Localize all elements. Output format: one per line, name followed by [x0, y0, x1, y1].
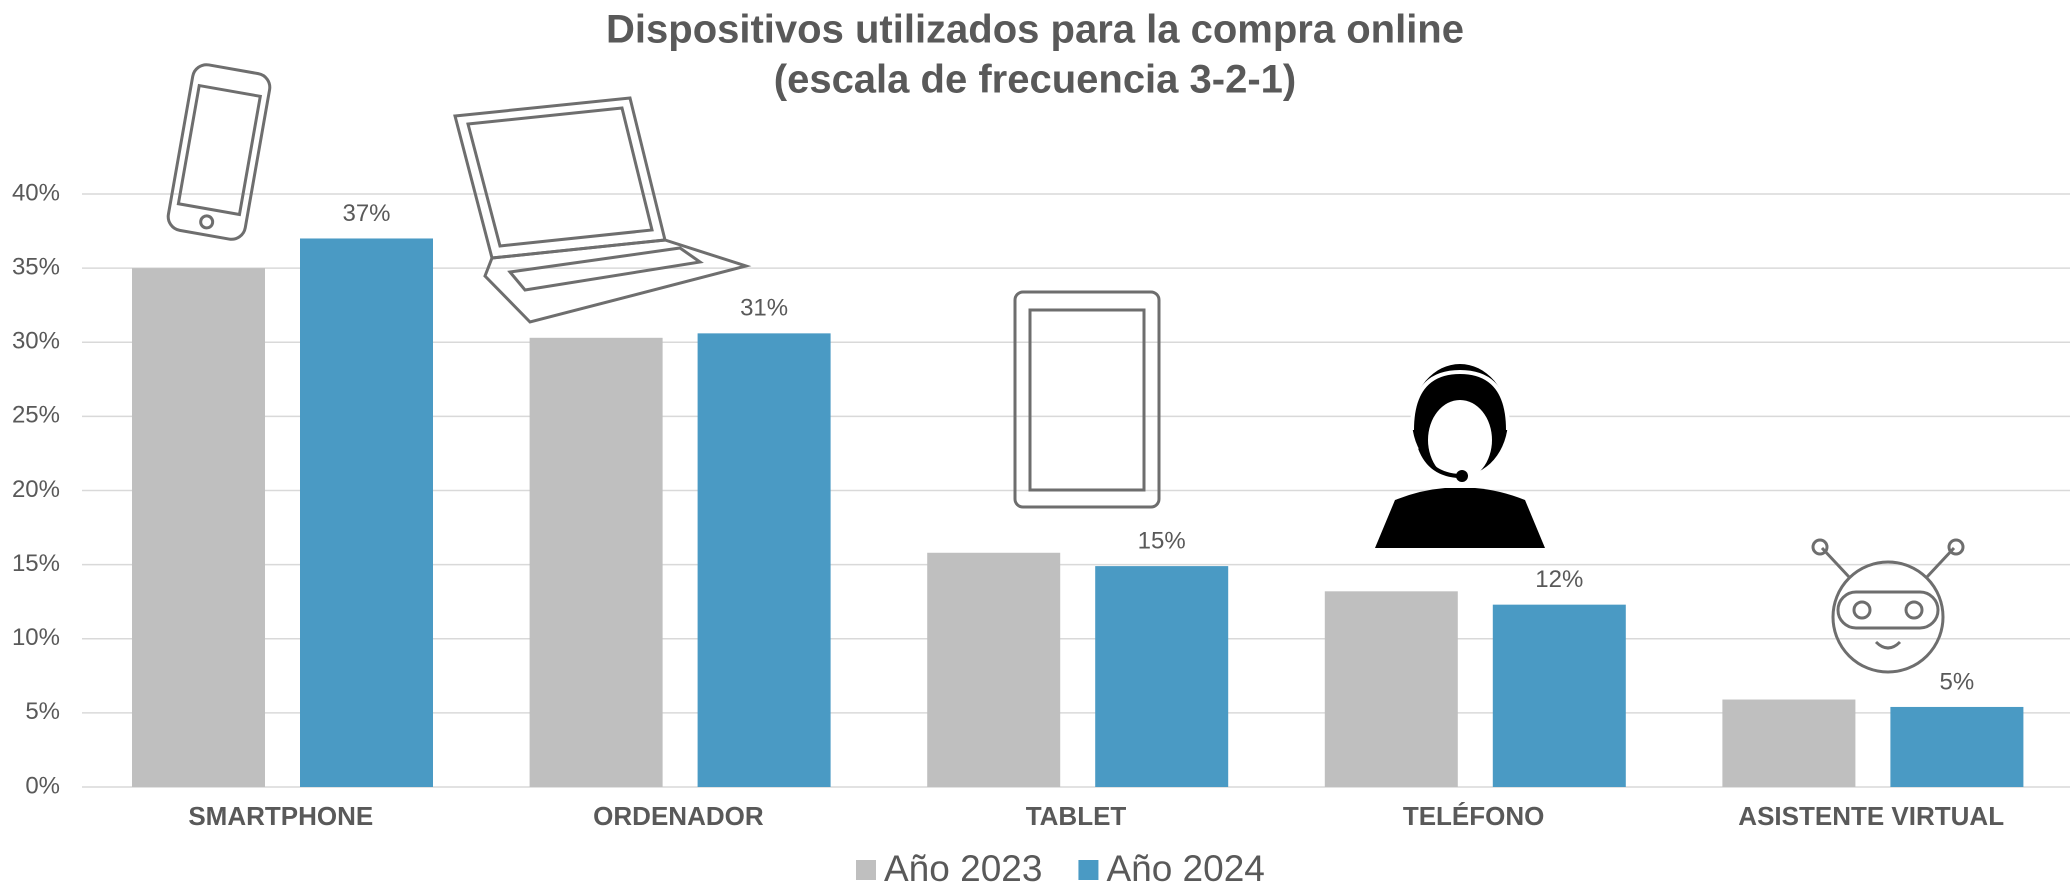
y-tick-label: 35%	[12, 253, 60, 280]
y-tick-label: 25%	[12, 402, 60, 429]
bar	[1492, 604, 1626, 787]
legend-swatch	[856, 860, 876, 880]
smartphone-icon	[166, 63, 272, 241]
legend-label: Año 2024	[1106, 848, 1264, 889]
x-tick-label: SMARTPHONE	[188, 801, 373, 831]
data-label: 12%	[1535, 566, 1583, 593]
tablet-icon	[1013, 290, 1161, 509]
bar	[697, 333, 831, 787]
bar	[300, 238, 433, 788]
robot-icon	[1811, 538, 1965, 674]
data-label: 37%	[342, 200, 390, 227]
bar	[1095, 566, 1229, 787]
y-tick-label: 5%	[25, 698, 60, 725]
y-tick-label: 30%	[12, 328, 60, 355]
laptop-icon	[453, 96, 752, 324]
data-label: 5%	[1940, 668, 1975, 695]
y-tick-label: 10%	[12, 624, 60, 651]
bar	[132, 268, 265, 787]
x-tick-label: TABLET	[1026, 801, 1127, 831]
x-tick-label: TELÉFONO	[1403, 801, 1545, 831]
bar	[1722, 699, 1856, 787]
chart-title: Dispositivos utilizados para la compra o…	[606, 8, 1464, 52]
operator-icon	[1375, 364, 1545, 548]
legend-label: Año 2023	[884, 848, 1042, 889]
y-tick-label: 40%	[12, 179, 60, 206]
bar	[1890, 706, 2024, 787]
data-label: 31%	[740, 295, 788, 322]
data-label: 15%	[1138, 527, 1186, 554]
x-tick-label: ORDENADOR	[593, 801, 764, 831]
y-tick-label: 20%	[12, 476, 60, 503]
x-tick-label: ASISTENTE VIRTUAL	[1738, 801, 2004, 831]
y-tick-label: 0%	[25, 772, 60, 799]
bar	[529, 337, 663, 787]
bar	[927, 552, 1061, 787]
legend-swatch	[1078, 860, 1099, 880]
bar	[1324, 591, 1458, 787]
icons	[166, 63, 1965, 674]
y-tick-label: 15%	[12, 550, 60, 577]
chart-subtitle: (escala de frecuencia 3-2-1)	[774, 58, 1296, 102]
